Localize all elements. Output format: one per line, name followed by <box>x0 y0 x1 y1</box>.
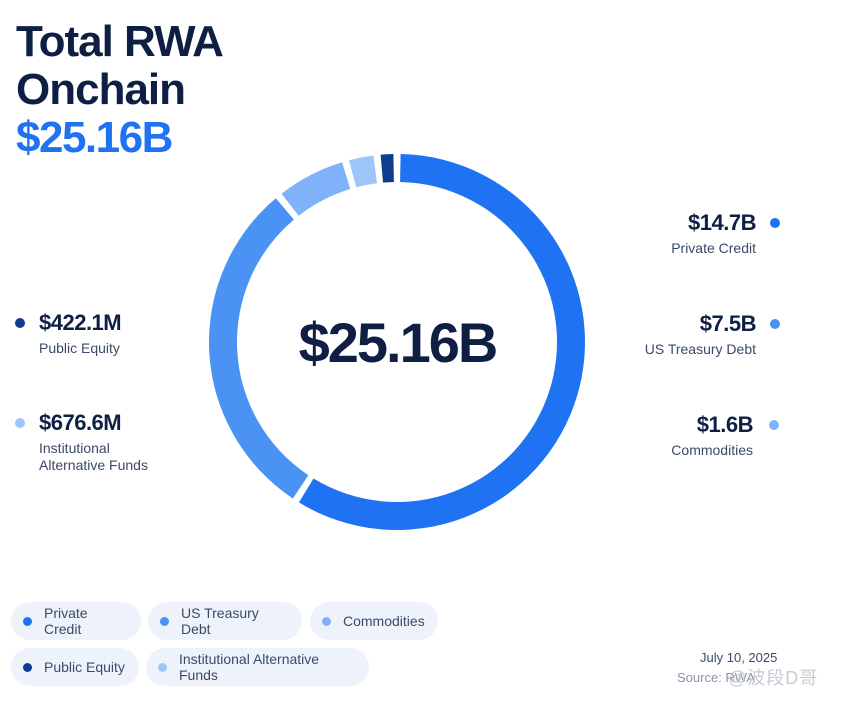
label-iaf-value: $676.6M <box>39 410 122 435</box>
legend-item-us-treasury-debt: US Treasury Debt <box>148 602 302 640</box>
legend-label: Private Credit <box>44 605 88 637</box>
label-public-equity-name: Public Equity <box>39 340 120 356</box>
title-line-1: Total RWA <box>16 17 224 66</box>
label-institutional-alternative-funds: $676.6M Institutional Alternative Funds <box>15 410 148 474</box>
donut-slice-public-equity <box>380 154 394 183</box>
report-date: July 10, 2025 <box>700 650 778 665</box>
commodities-dot-icon <box>769 420 779 430</box>
title-line-2: Onchain <box>16 65 186 114</box>
legend-label: Public Equity <box>44 659 125 675</box>
legend-item-public-equity: Public Equity <box>11 648 139 686</box>
legend-item-commodities: Commodities <box>310 602 438 640</box>
donut-slice-commodities <box>281 162 351 216</box>
watermark: @波段D哥 <box>728 668 819 688</box>
legend-dot-icon <box>322 616 331 626</box>
private-credit-dot-icon <box>770 218 780 228</box>
donut-slice-private-credit <box>298 154 585 530</box>
legend-label: Commodities <box>343 613 425 629</box>
label-public-equity-value: $422.1M <box>39 310 122 335</box>
legend-dot-icon <box>23 616 32 626</box>
source-note: Source: RWA <box>677 670 756 685</box>
label-us-treasury-debt-name: US Treasury Debt <box>644 341 756 357</box>
label-us-treasury-debt: $7.5B US Treasury Debt <box>644 311 780 358</box>
legend-dot-icon <box>160 616 169 626</box>
label-us-treasury-debt-value: $7.5B <box>699 311 757 336</box>
iaf-dot-icon <box>15 418 25 428</box>
label-iaf-name-line1: Institutional <box>39 440 110 456</box>
label-iaf-name-line2: Alternative Funds <box>39 457 148 473</box>
legend-label: Institutional Alternative Funds <box>179 651 320 683</box>
label-private-credit-name: Private Credit <box>671 240 756 256</box>
legend-dot-icon <box>158 662 167 672</box>
page-title: Total RWA Onchain <box>16 17 224 114</box>
label-private-credit-value: $14.7B <box>688 210 756 235</box>
public-equity-dot-icon <box>15 318 25 328</box>
legend-item-institutional-alternative-funds: Institutional Alternative Funds <box>146 648 369 686</box>
legend-label: US Treasury Debt <box>181 605 259 637</box>
label-commodities-name: Commodities <box>671 442 753 458</box>
donut-center-value: $25.16B <box>298 311 499 374</box>
label-private-credit: $14.7B Private Credit <box>671 210 780 257</box>
us-treasury-debt-dot-icon <box>770 319 780 329</box>
label-public-equity: $422.1M Public Equity <box>15 310 122 357</box>
legend-item-private-credit: Private Credit <box>11 602 141 640</box>
label-iaf-name: Institutional Alternative Funds <box>39 440 148 474</box>
legend-dot-icon <box>23 662 32 672</box>
donut-slice-us-treasury-debt <box>208 198 309 499</box>
donut-slice-institutional-alternative-funds <box>349 155 377 188</box>
total-value: $25.16B <box>16 113 173 162</box>
label-commodities: $1.6B Commodities <box>671 412 779 459</box>
label-commodities-value: $1.6B <box>696 412 754 437</box>
